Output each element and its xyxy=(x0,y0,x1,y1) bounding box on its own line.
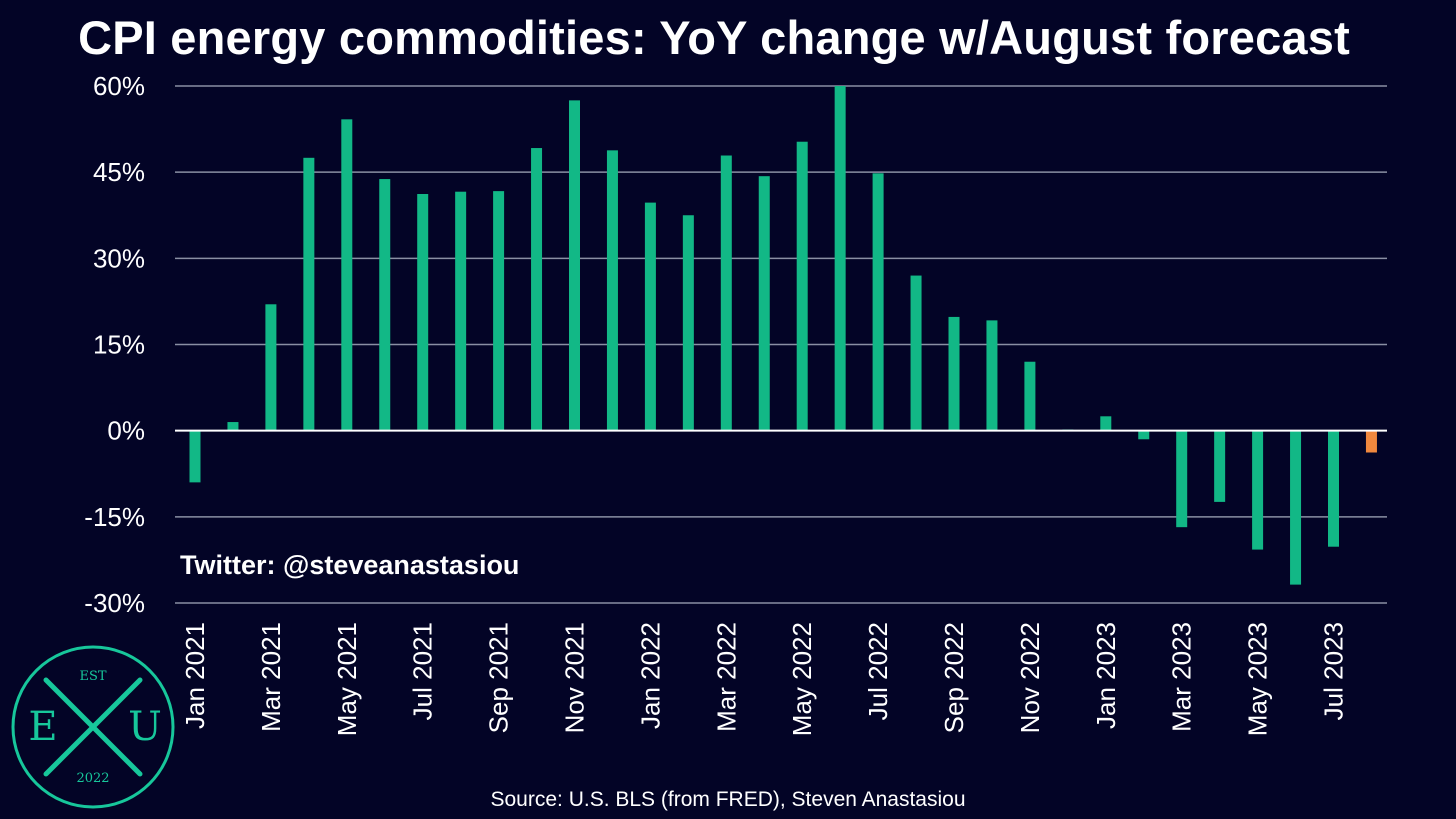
bar xyxy=(531,148,543,431)
bar xyxy=(682,215,694,431)
bar xyxy=(1328,430,1339,547)
bar xyxy=(1252,430,1264,550)
y-tick-label: 15% xyxy=(93,330,145,360)
y-tick-label: 60% xyxy=(93,71,145,101)
bar xyxy=(910,275,922,431)
y-tick-label: 0% xyxy=(107,416,145,446)
bar xyxy=(1176,430,1188,528)
forecast-bar xyxy=(1365,430,1377,453)
x-axis-ticks: Jan 2021 Mar 2021 May 2021 Jul 2021 Sep 2021… xyxy=(180,622,1349,736)
gridlines xyxy=(175,85,1387,604)
bar xyxy=(569,100,580,431)
bar xyxy=(720,155,732,431)
bar xyxy=(1290,430,1302,585)
twitter-handle-watermark: Twitter: @steveanastasiou xyxy=(180,550,520,580)
x-tick-label: May 2021 xyxy=(332,622,362,736)
y-tick-label: 45% xyxy=(93,157,145,187)
x-tick-label: May 2022 xyxy=(787,622,817,736)
x-tick-label: Jul 2022 xyxy=(863,622,893,720)
bar xyxy=(948,316,960,431)
chart-title: CPI energy commodities: YoY change w/Aug… xyxy=(78,11,1350,64)
x-tick-label: Sep 2021 xyxy=(484,622,514,733)
x-tick-label: Nov 2021 xyxy=(560,622,590,733)
bar xyxy=(265,304,277,431)
y-tick-label: -30% xyxy=(84,588,145,618)
logo-letter-u: U xyxy=(128,704,162,750)
bar xyxy=(303,157,315,431)
bar xyxy=(986,320,998,431)
bar xyxy=(417,193,429,431)
bar xyxy=(227,422,239,431)
y-axis-ticks: 60% 45% 30% 15% 0% -15% -30% xyxy=(84,71,145,618)
x-tick-label: May 2023 xyxy=(1243,622,1273,736)
bar xyxy=(379,179,391,431)
x-tick-label: Jan 2021 xyxy=(180,622,210,729)
exu-logo: EST E U 2022 xyxy=(11,645,175,809)
x-tick-label: Jan 2022 xyxy=(635,622,665,729)
y-tick-label: -15% xyxy=(84,502,145,532)
source-caption: Source: U.S. BLS (from FRED), Steven Ana… xyxy=(490,788,966,811)
bar xyxy=(455,191,467,431)
x-tick-label: Nov 2022 xyxy=(1015,622,1045,733)
logo-ring xyxy=(11,645,175,809)
bar xyxy=(189,430,201,483)
y-tick-label: 30% xyxy=(93,243,145,273)
bar xyxy=(493,191,505,431)
bar xyxy=(1214,430,1226,502)
bar xyxy=(644,202,656,431)
x-tick-label: Sep 2022 xyxy=(939,622,969,733)
bar xyxy=(872,173,884,431)
logo-letter-e: E xyxy=(28,704,57,750)
bar xyxy=(1138,430,1150,440)
bar xyxy=(1100,416,1112,431)
bar xyxy=(758,176,770,431)
x-tick-label: Jul 2023 xyxy=(1319,622,1349,720)
x-tick-label: Mar 2022 xyxy=(711,622,741,732)
x-tick-label: Mar 2023 xyxy=(1167,622,1197,732)
x-tick-label: Mar 2021 xyxy=(256,622,286,732)
bars xyxy=(189,86,1377,585)
x-tick-label: Jan 2023 xyxy=(1091,622,1121,729)
bar xyxy=(341,119,353,431)
bar xyxy=(606,150,618,431)
logo-year: 2022 xyxy=(76,771,109,786)
bar xyxy=(834,86,846,431)
bar xyxy=(1024,361,1036,431)
logo-est: EST xyxy=(79,669,106,684)
bar xyxy=(796,141,808,431)
logo-cross-line xyxy=(43,677,143,777)
x-tick-label: Jul 2021 xyxy=(408,622,438,720)
